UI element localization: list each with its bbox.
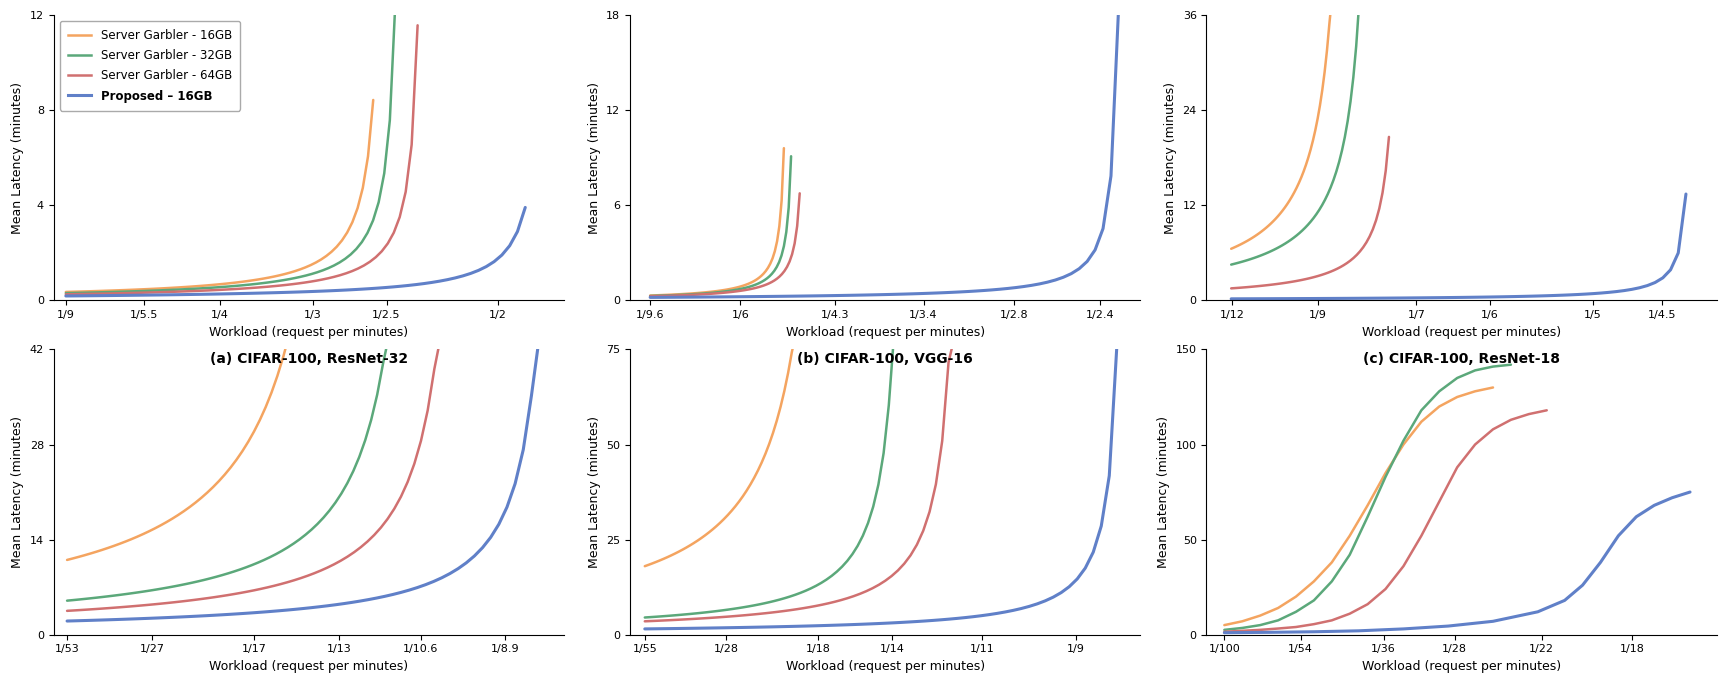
- Y-axis label: Mean Latency (minutes): Mean Latency (minutes): [1165, 81, 1177, 234]
- Y-axis label: Mean Latency (minutes): Mean Latency (minutes): [12, 81, 24, 234]
- Text: (c) CIFAR-100, ResNet-18: (c) CIFAR-100, ResNet-18: [1363, 352, 1560, 365]
- X-axis label: Workload (request per minutes): Workload (request per minutes): [1362, 326, 1560, 339]
- Text: (a) CIFAR-100, ResNet-32: (a) CIFAR-100, ResNet-32: [209, 352, 408, 365]
- Y-axis label: Mean Latency (minutes): Mean Latency (minutes): [1158, 416, 1170, 568]
- X-axis label: Workload (request per minutes): Workload (request per minutes): [209, 326, 408, 339]
- Y-axis label: Mean Latency (minutes): Mean Latency (minutes): [588, 81, 601, 234]
- Y-axis label: Mean Latency (minutes): Mean Latency (minutes): [588, 416, 601, 568]
- Y-axis label: Mean Latency (minutes): Mean Latency (minutes): [10, 416, 24, 568]
- X-axis label: Workload (request per minutes): Workload (request per minutes): [786, 660, 985, 673]
- Legend: Server Garbler - 16GB, Server Garbler - 32GB, Server Garbler - 64GB, Proposed – : Server Garbler - 16GB, Server Garbler - …: [59, 21, 240, 111]
- X-axis label: Workload (request per minutes): Workload (request per minutes): [209, 660, 408, 673]
- Text: (b) CIFAR-100, VGG-16: (b) CIFAR-100, VGG-16: [797, 352, 973, 365]
- X-axis label: Workload (request per minutes): Workload (request per minutes): [786, 326, 985, 339]
- X-axis label: Workload (request per minutes): Workload (request per minutes): [1362, 660, 1560, 673]
